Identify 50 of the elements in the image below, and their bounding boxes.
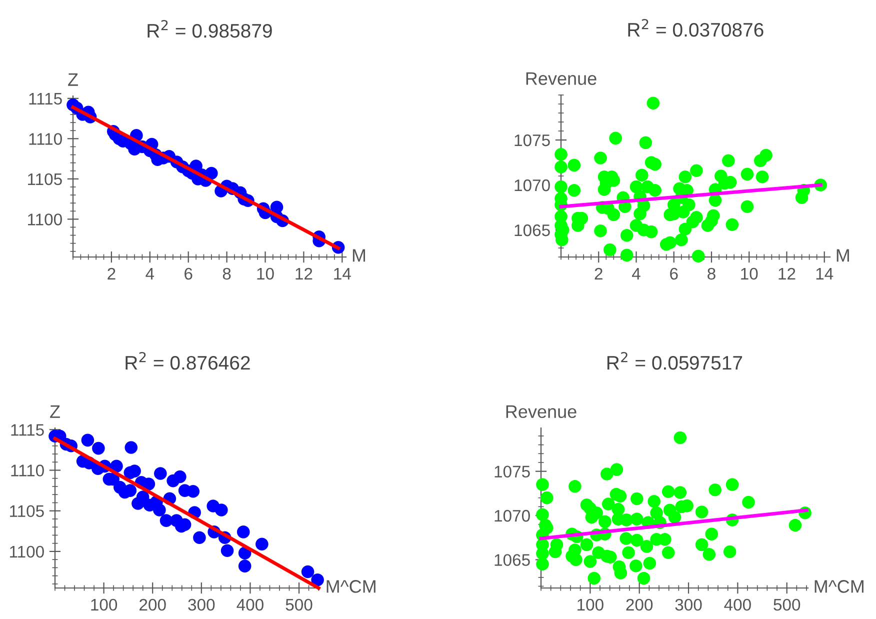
y-tick-label: 1065: [514, 224, 550, 236]
y-axis-title: Z: [50, 405, 60, 418]
y-tick-label: 1105: [10, 505, 44, 518]
x-axis-title: M: [836, 249, 849, 262]
y-tick-label: 1115: [29, 92, 62, 105]
x-tick-label: 4: [632, 268, 640, 280]
x-tick-label: 200: [140, 598, 166, 611]
x-tick-label: 14: [816, 268, 834, 280]
x-axis-title: M^CM: [814, 580, 864, 593]
x-tick-label: 6: [184, 268, 192, 280]
x-tick-label: 500: [774, 598, 800, 611]
x-tick-label: 300: [675, 598, 702, 611]
x-tick-label: 12: [778, 268, 796, 280]
x-tick-label: 100: [578, 598, 604, 611]
x-tick-label: 8: [222, 268, 231, 280]
x-tick-label: 400: [724, 598, 751, 611]
x-tick-label: 10: [741, 268, 758, 280]
x-tick-label: 4: [146, 268, 154, 280]
x-tick-label: 2: [108, 268, 116, 280]
x-axis-title: M^CM: [326, 580, 376, 593]
y-tick-label: 1075: [494, 466, 530, 478]
y-tick-label: 1070: [494, 510, 530, 522]
y-axis-title: Z: [68, 73, 78, 86]
y-tick-label: 1110: [11, 464, 44, 476]
y-tick-label: 1065: [494, 554, 530, 566]
x-tick-label: 200: [626, 598, 653, 611]
x-tick-label: 100: [91, 598, 118, 611]
x-tick-label: 10: [257, 268, 274, 280]
y-tick-label: 1100: [28, 214, 62, 226]
x-tick-label: 400: [236, 598, 264, 611]
chart-title: R$^{2}$ = 0.0597517: [607, 352, 742, 370]
chart-title: R$^{2}$ = 0.876462: [126, 352, 250, 370]
y-tick-label: 1110: [29, 133, 62, 145]
y-tick-label: 1070: [514, 179, 550, 192]
y-axis-title: Revenue: [526, 72, 596, 85]
y-tick-label: 1105: [28, 173, 62, 186]
x-axis-title: M: [352, 249, 366, 262]
x-tick-label: 300: [188, 598, 215, 611]
y-tick-label: 1075: [514, 134, 550, 146]
chart-title: R$^{2}$ = 0.0370876: [628, 18, 764, 37]
x-tick-label: 14: [334, 268, 351, 280]
y-tick-label: 1115: [11, 424, 44, 436]
chart-title: R$^{2}$ = 0.985879: [148, 20, 272, 38]
x-tick-label: 500: [286, 598, 312, 611]
y-axis-title: Revenue: [506, 405, 576, 418]
x-tick-label: 6: [670, 268, 678, 280]
x-tick-label: 2: [594, 268, 602, 280]
x-tick-label: 12: [296, 268, 312, 280]
y-tick-label: 1100: [10, 546, 44, 558]
x-tick-label: 8: [708, 268, 716, 280]
